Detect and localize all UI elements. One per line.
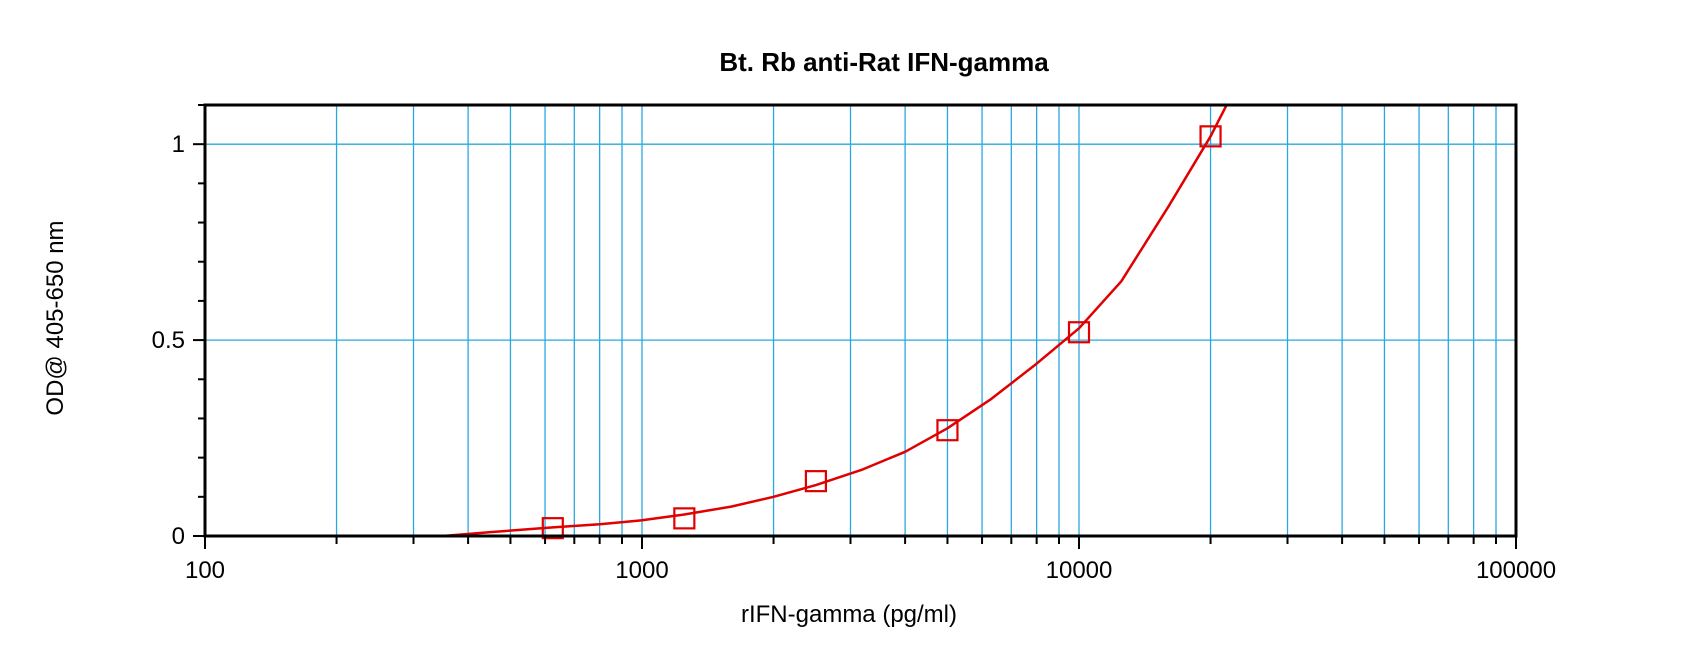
y-tick-label: 0 (172, 523, 185, 550)
plot-frame (203, 103, 1518, 538)
fit-curve (442, 105, 1229, 536)
data-point (1199, 125, 1222, 148)
x-tick-label: 100 (185, 557, 225, 584)
y-tick-label: 0.5 (152, 327, 185, 354)
data-point (541, 517, 564, 540)
data-point (804, 470, 827, 493)
y-axis-label: OD@ 405-650 nm (42, 220, 69, 415)
data-point (1067, 321, 1091, 344)
axes: 0 0.5 1 100 1000 10000 100000 (152, 103, 1556, 584)
x-tick-label: 100000 (1476, 557, 1556, 584)
y-tick-label: 1 (172, 131, 185, 158)
x-tick-label: 1000 (615, 557, 668, 584)
grid (205, 105, 1516, 536)
chart-title: Bt. Rb anti-Rat IFN-gamma (719, 47, 1049, 77)
data-point (936, 419, 959, 442)
series-layer (442, 105, 1229, 540)
x-axis-label: rIFN-gamma (pg/ml) (741, 601, 957, 628)
x-tick-label: 10000 (1046, 557, 1113, 584)
data-point (673, 507, 696, 530)
